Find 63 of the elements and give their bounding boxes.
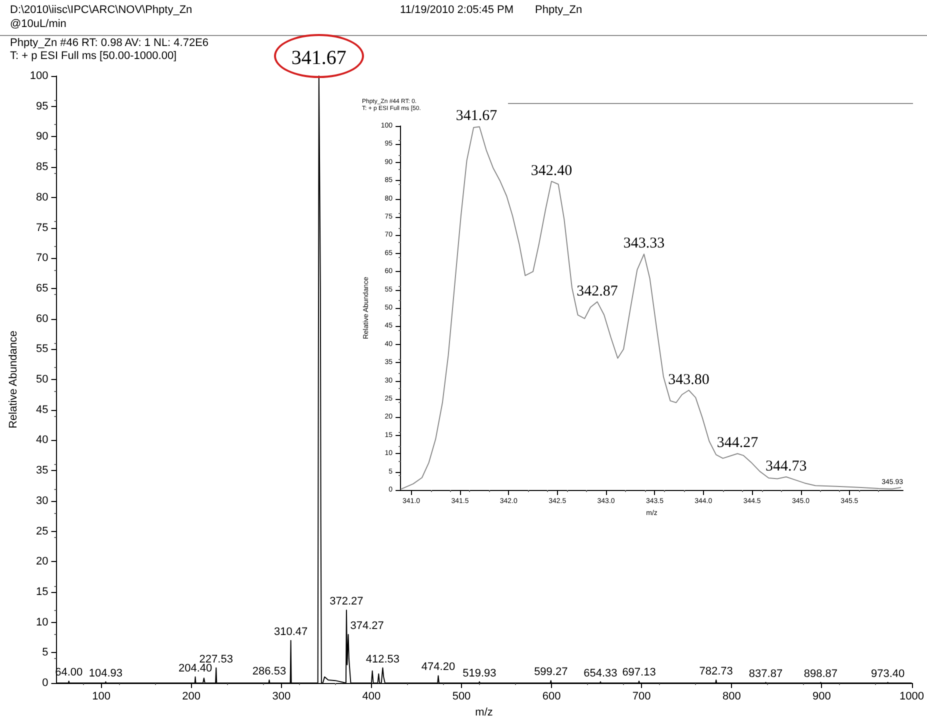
y-tick-label: 0 [42, 677, 48, 689]
annotation: 310.47 [274, 626, 308, 638]
annotation: 412.53 [366, 653, 400, 666]
y-tick-label: 5 [42, 646, 48, 659]
annotation: 342.87 [576, 283, 618, 300]
text: T: + p ESI Full ms [50.00-1000.00] [10, 50, 177, 62]
annotation: 344.27 [716, 435, 759, 452]
annotation: 344.73 [766, 458, 807, 474]
text: @10uL/min [10, 18, 66, 30]
annotation: 898.87 [804, 668, 838, 680]
text: Phpty_Zn [535, 4, 582, 16]
x-tick-label: 600 [542, 690, 561, 702]
annotation: 341.67 [456, 108, 498, 124]
y-tick-label: 25 [36, 525, 48, 538]
annotation: 474.20 [421, 661, 456, 674]
text: 11/19/2010 2:05:45 PM [400, 4, 514, 16]
x-tick-label: 500 [452, 690, 471, 702]
y-tick-label: 95 [36, 100, 48, 112]
annotation: 519.93 [462, 667, 496, 680]
y-tick-label: 20 [36, 556, 48, 568]
annotation: 372.27 [330, 596, 364, 608]
text: D:\2010\iisc\IPC\ARC\NOV\Phpty_Zn [10, 4, 192, 16]
annotation: 204.40 [178, 662, 212, 674]
annotation: 697.13 [622, 666, 656, 679]
x-tick-label: 900 [812, 690, 831, 702]
y-tick-label: 85 [36, 161, 48, 174]
annotation: 374.27 [350, 620, 384, 632]
annotation: 343.80 [668, 372, 710, 388]
annotation: 342.40 [530, 162, 572, 179]
y-tick-label: 45 [36, 404, 48, 416]
y-tick-label: 90 [36, 130, 48, 143]
y-tick-label: 15 [36, 586, 48, 598]
y-tick-label: 55 [36, 343, 48, 356]
x-tick-label: 800 [722, 690, 741, 702]
annotation: 837.87 [748, 668, 783, 680]
x-axis-title: m/z [475, 706, 493, 718]
annotation: 782.73 [699, 665, 733, 678]
annotation: 973.40 [870, 668, 905, 680]
y-axis-title: Relative Abundance [8, 330, 20, 428]
annotation: 343.33 [623, 236, 665, 252]
y-tick-label: 40 [36, 434, 48, 446]
y-tick-label: 50 [36, 374, 48, 386]
x-tick-label: 300 [272, 690, 291, 702]
y-tick-label: 100 [30, 70, 48, 82]
annotation: 286.53 [252, 665, 286, 678]
y-tick-label: 60 [36, 312, 48, 325]
y-tick-label: 65 [36, 282, 48, 294]
annotation: 104.93 [88, 667, 123, 680]
text: Phpty_Zn #46 RT: 0.98 AV: 1 NL: 4.72E6 [10, 37, 209, 49]
x-tick-label: 700 [632, 690, 651, 702]
y-tick-label: 10 [36, 616, 48, 628]
y-tick-label: 35 [36, 464, 48, 477]
annotation: 654.33 [584, 667, 618, 680]
x-tick-label: 400 [362, 690, 381, 702]
y-tick-label: 80 [36, 191, 48, 204]
annotation: 599.27 [534, 666, 568, 678]
x-tick-label: 100 [92, 690, 110, 702]
x-tick-label: 200 [182, 690, 201, 702]
annotation: 341.67 [291, 47, 346, 69]
y-tick-label: 75 [36, 222, 48, 234]
y-tick-label: 30 [36, 494, 48, 507]
y-tick-label: 70 [36, 252, 48, 264]
x-tick-label: 1000 [900, 690, 924, 702]
